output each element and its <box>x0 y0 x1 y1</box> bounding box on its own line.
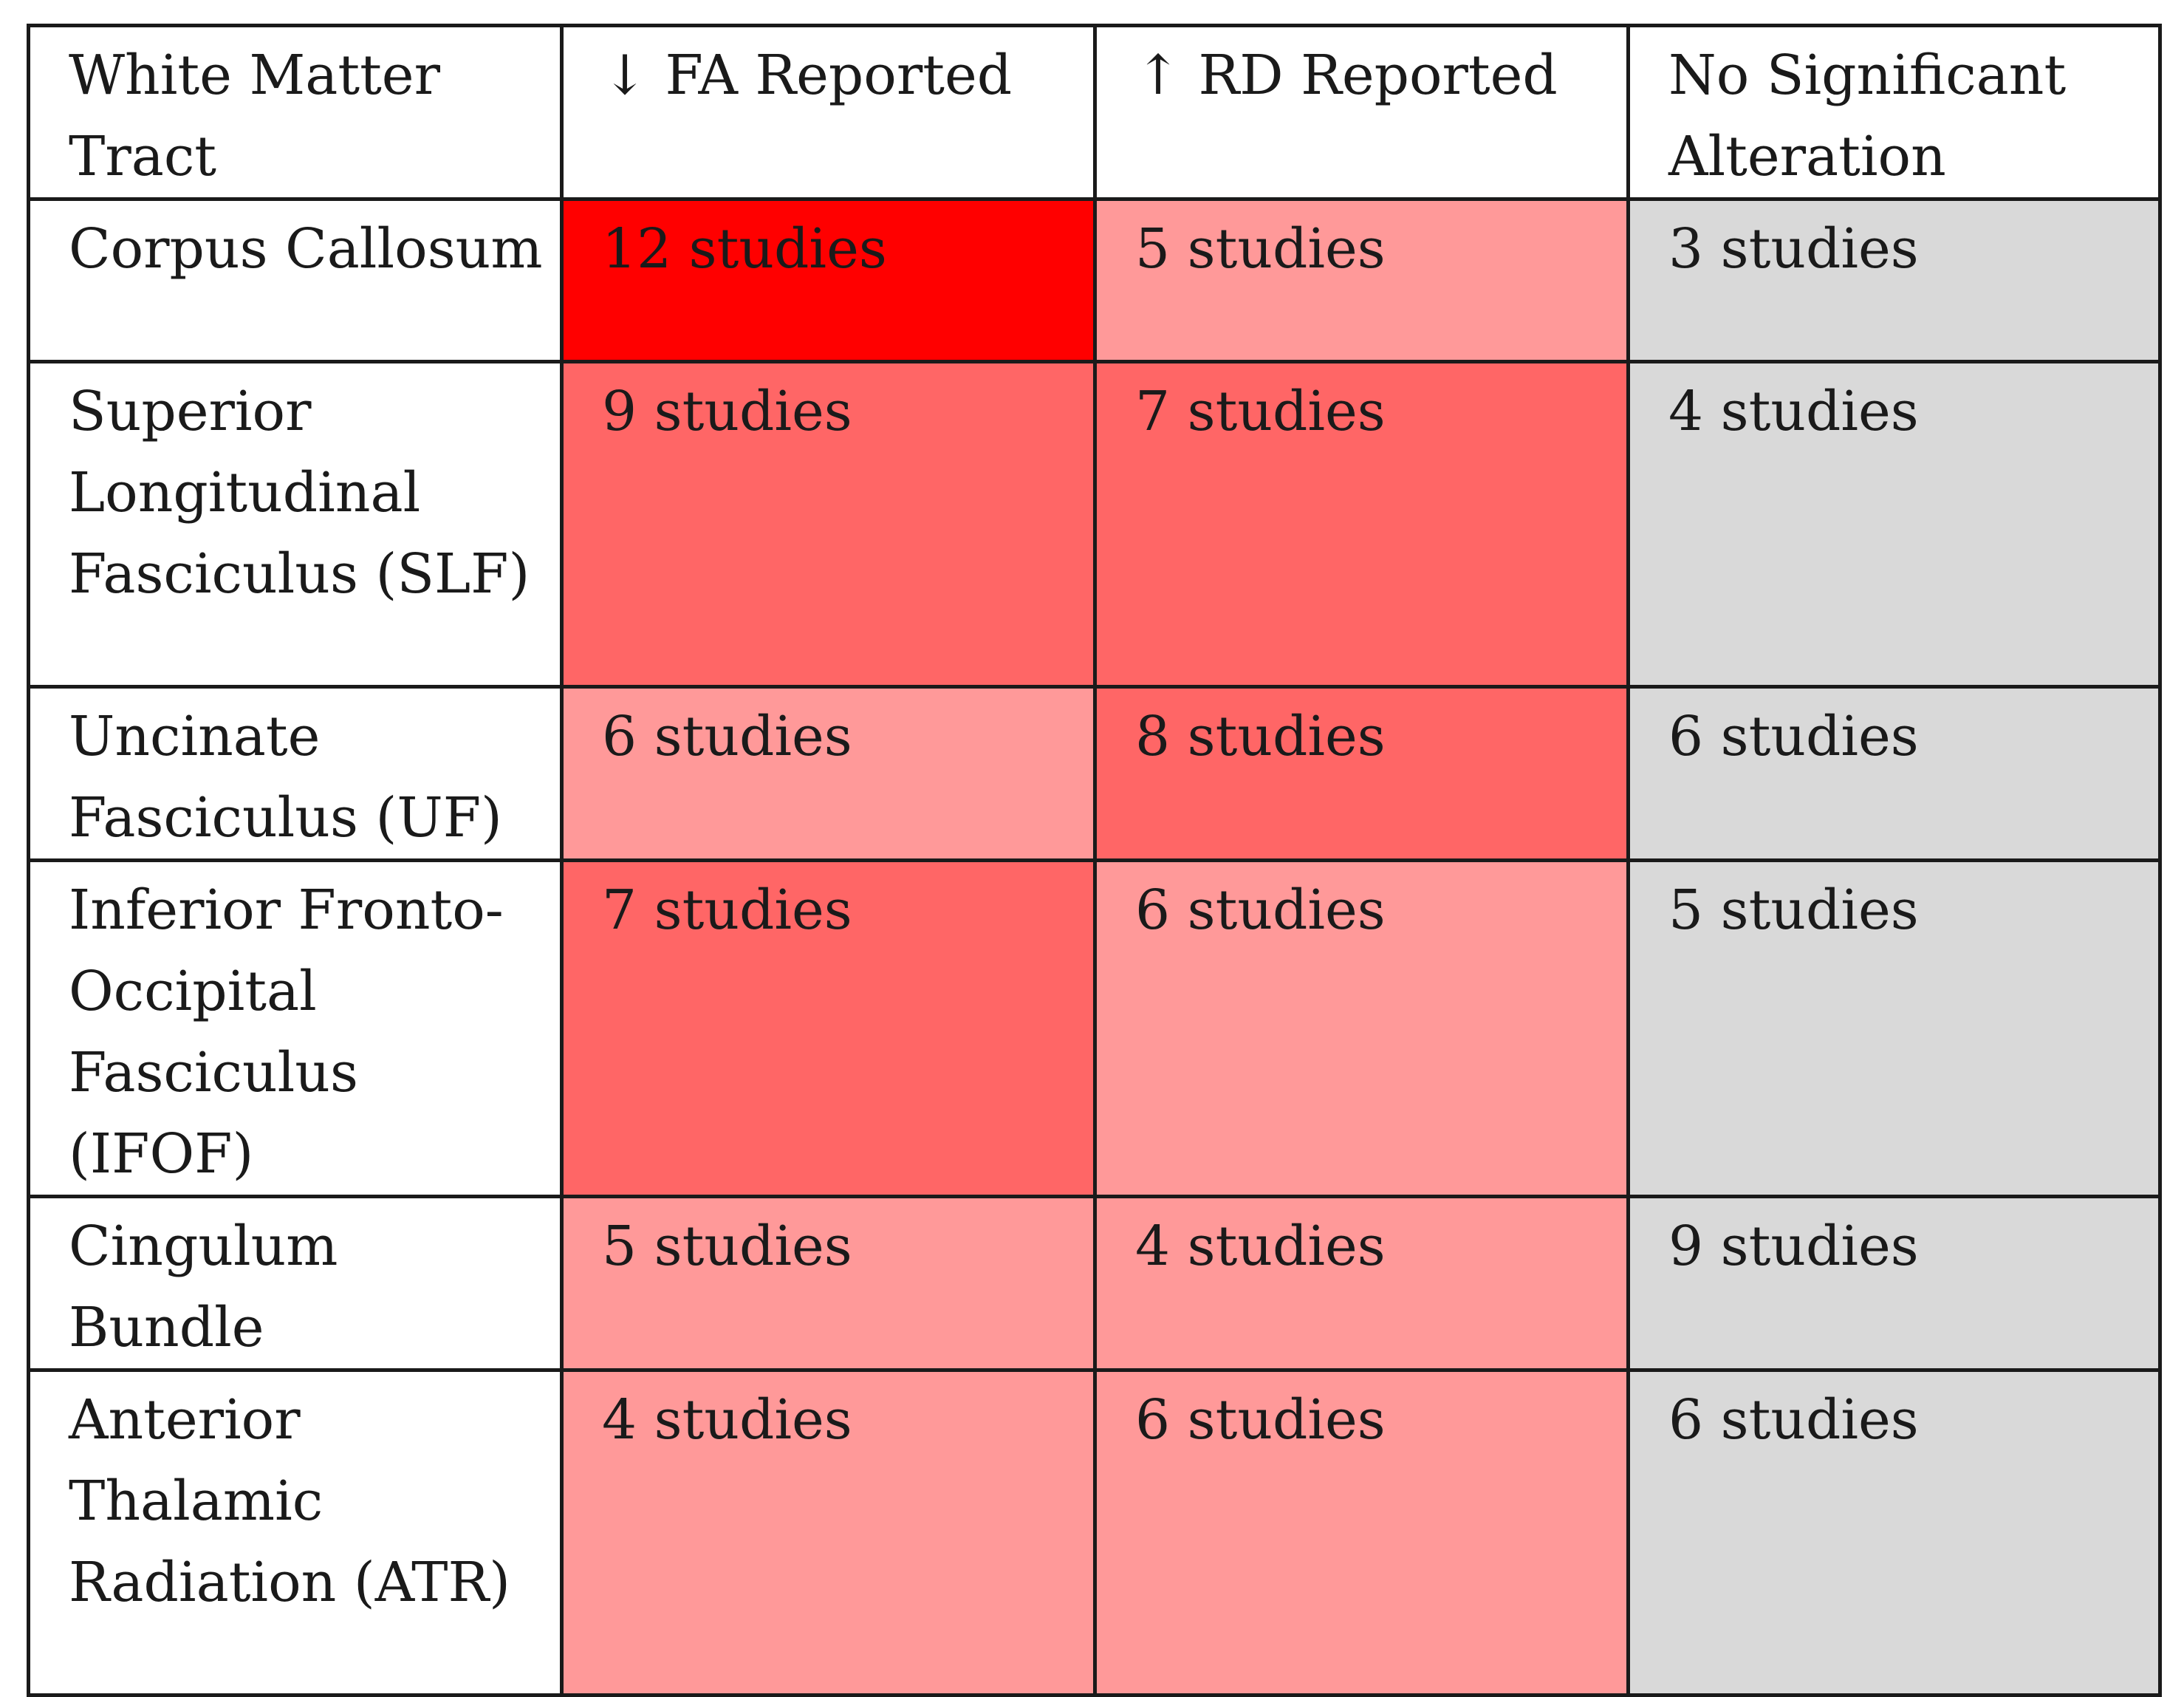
rd-cell: 8 studies <box>1093 685 1630 862</box>
tract-cell: Cingulum Bundle <box>27 1195 564 1372</box>
tract-cell: Superior Longitudinal Fasciculus (SLF) <box>27 360 564 689</box>
tract-cell: Inferior Fronto-Occipital Fasciculus (IF… <box>27 858 564 1198</box>
rd-cell: 7 studies <box>1093 360 1630 689</box>
fa-cell: 9 studies <box>560 360 1097 689</box>
fa-cell: 6 studies <box>560 685 1097 862</box>
header-fa: ↓ FA Reported <box>560 24 1097 201</box>
header-tract: White Matter Tract <box>27 24 564 201</box>
table-row: Uncinate Fasciculus (UF) 6 studies 8 stu… <box>27 685 2162 862</box>
none-cell: 4 studies <box>1626 360 2162 689</box>
none-cell: 5 studies <box>1626 858 2162 1198</box>
none-cell: 3 studies <box>1626 197 2162 363</box>
fa-cell: 12 studies <box>560 197 1097 363</box>
rd-cell: 5 studies <box>1093 197 1630 363</box>
white-matter-table: White Matter Tract ↓ FA Reported ↑ RD Re… <box>27 24 2162 1697</box>
fa-cell: 7 studies <box>560 858 1097 1198</box>
header-none: No Significant Alteration <box>1626 24 2162 201</box>
header-rd: ↑ RD Reported <box>1093 24 1630 201</box>
table-row: Inferior Fronto-Occipital Fasciculus (IF… <box>27 858 2162 1198</box>
none-cell: 6 studies <box>1626 685 2162 862</box>
none-cell: 6 studies <box>1626 1368 2162 1697</box>
rd-cell: 4 studies <box>1093 1195 1630 1372</box>
fa-cell: 4 studies <box>560 1368 1097 1697</box>
table-row: Cingulum Bundle 5 studies 4 studies 9 st… <box>27 1195 2162 1372</box>
rd-cell: 6 studies <box>1093 858 1630 1198</box>
header-row: White Matter Tract ↓ FA Reported ↑ RD Re… <box>27 24 2162 201</box>
table-row: Superior Longitudinal Fasciculus (SLF) 9… <box>27 360 2162 689</box>
table-row: Anterior Thalamic Radiation (ATR) 4 stud… <box>27 1368 2162 1697</box>
none-cell: 9 studies <box>1626 1195 2162 1372</box>
tract-cell: Anterior Thalamic Radiation (ATR) <box>27 1368 564 1697</box>
tract-cell: Corpus Callosum <box>27 197 564 363</box>
rd-cell: 6 studies <box>1093 1368 1630 1697</box>
fa-cell: 5 studies <box>560 1195 1097 1372</box>
tract-cell: Uncinate Fasciculus (UF) <box>27 685 564 862</box>
table-row: Corpus Callosum 12 studies 5 studies 3 s… <box>27 197 2162 363</box>
